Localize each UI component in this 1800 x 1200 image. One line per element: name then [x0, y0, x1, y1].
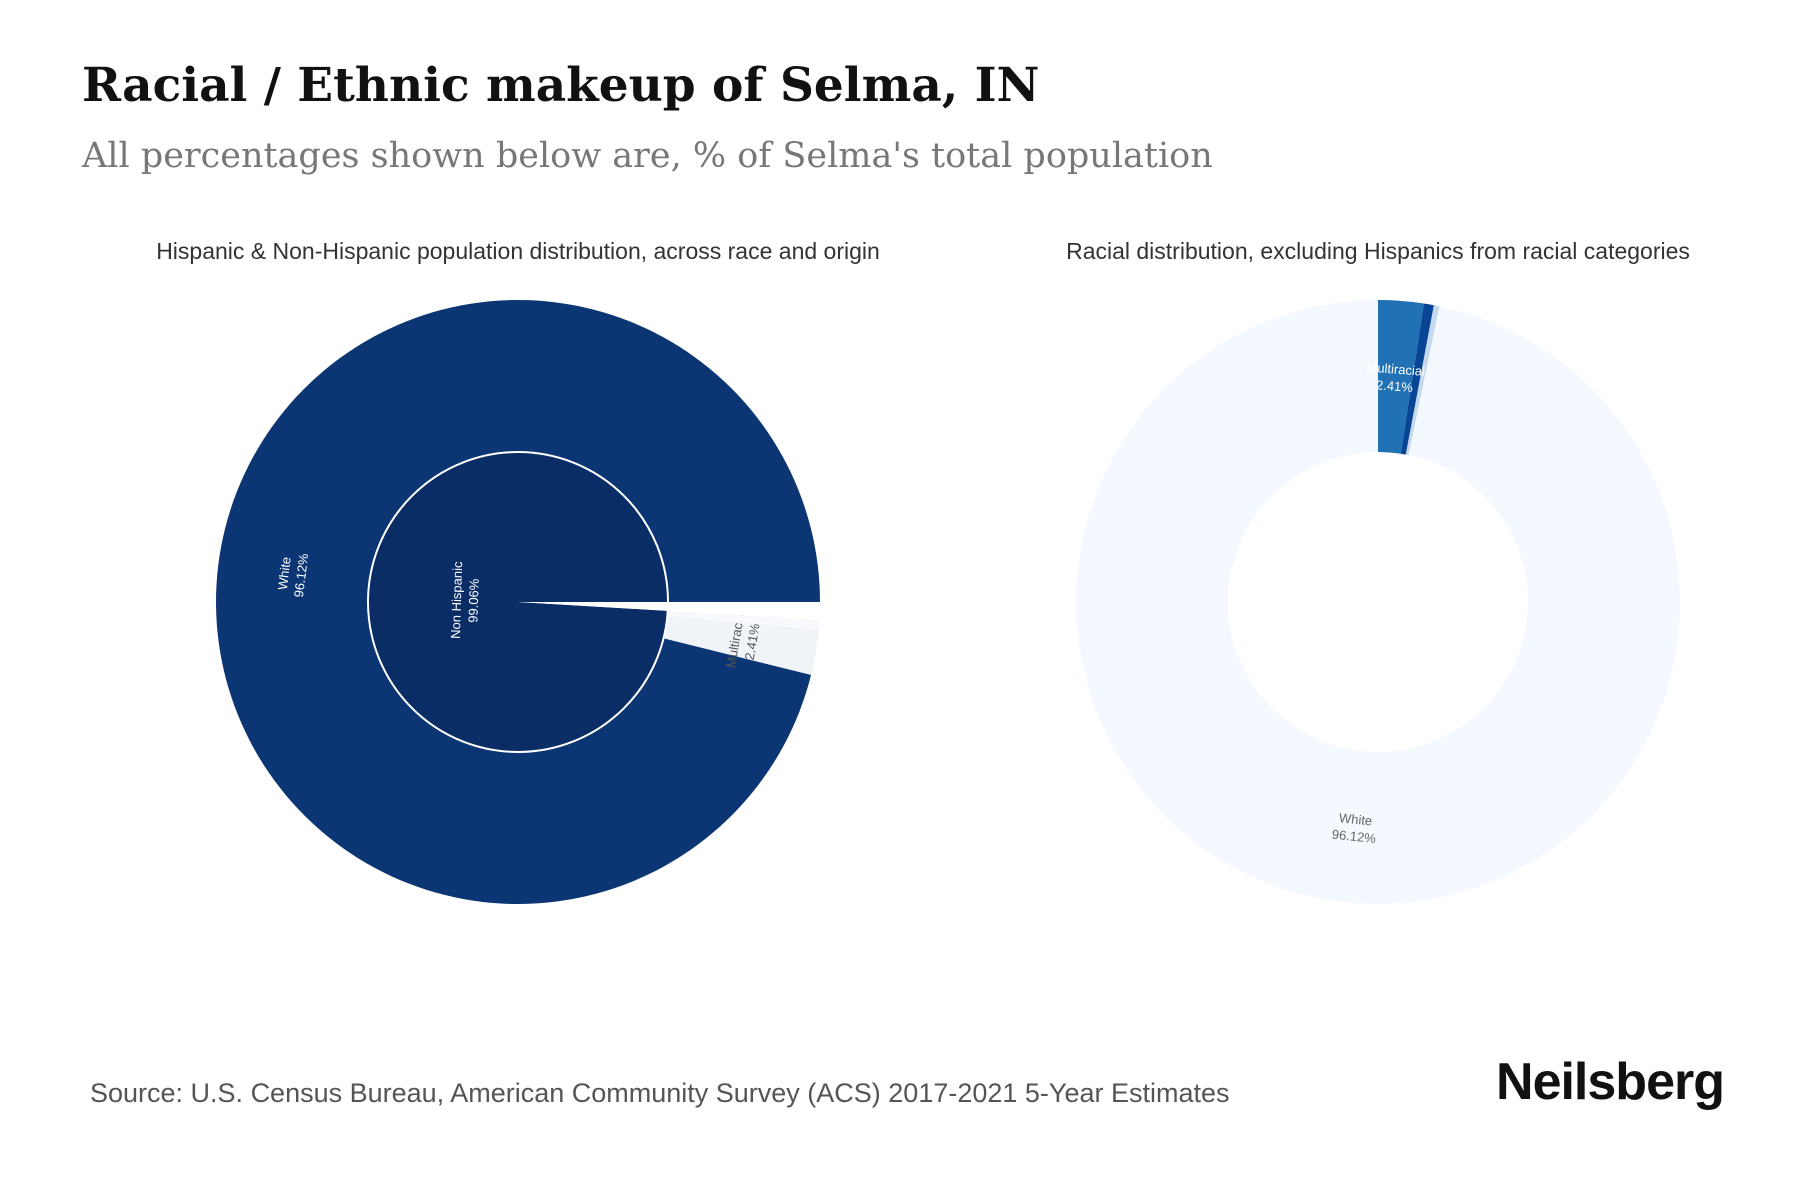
- right-label-value: 2.41%: [1376, 377, 1414, 395]
- right-label-name: Multiracial: [1366, 359, 1426, 378]
- page-title: Racial / Ethnic makeup of Selma, IN: [82, 58, 1040, 113]
- left-outer-slice-multiracial: [663, 615, 819, 675]
- brand-logo: Neilsberg: [1496, 1053, 1725, 1111]
- left-outer-label-name: White: [275, 556, 294, 591]
- page-subtitle: All percentages shown below are, % of Se…: [82, 136, 1213, 176]
- right-slice-multiracial: [1378, 300, 1424, 454]
- left-outer-label-value: 96.12%: [291, 552, 311, 598]
- right-slice-other-2: [1400, 303, 1434, 455]
- left-outer-slice-other-3: [667, 602, 821, 620]
- left-inner-label-name: Non Hispanic: [448, 561, 465, 639]
- right-slice-other-1: [1405, 305, 1440, 456]
- left-chart-title: Hispanic & Non-Hispanic population distr…: [156, 238, 880, 264]
- left-inner-label-value: 99.06%: [465, 578, 481, 623]
- right-chart-title: Racial distribution, excluding Hispanics…: [1066, 238, 1690, 264]
- left-outer-label-value: 2.41%: [742, 622, 763, 661]
- left-inner-slice-hispanic: [518, 602, 668, 611]
- right-slice-white: [1076, 300, 1680, 905]
- left-ring-separator: [367, 451, 669, 753]
- left-outer-slice-other-2: [667, 610, 820, 630]
- left-inner-label-non-hispanic: Non Hispanic 99.06%: [448, 561, 482, 639]
- left-inner-slice-non-hispanic: [367, 452, 668, 753]
- right-label-name: White: [1338, 810, 1373, 828]
- left-outer-slice-white: [216, 299, 821, 904]
- source-note: Source: U.S. Census Bureau, American Com…: [90, 1078, 1230, 1108]
- right-label-value: 96.12%: [1331, 827, 1377, 846]
